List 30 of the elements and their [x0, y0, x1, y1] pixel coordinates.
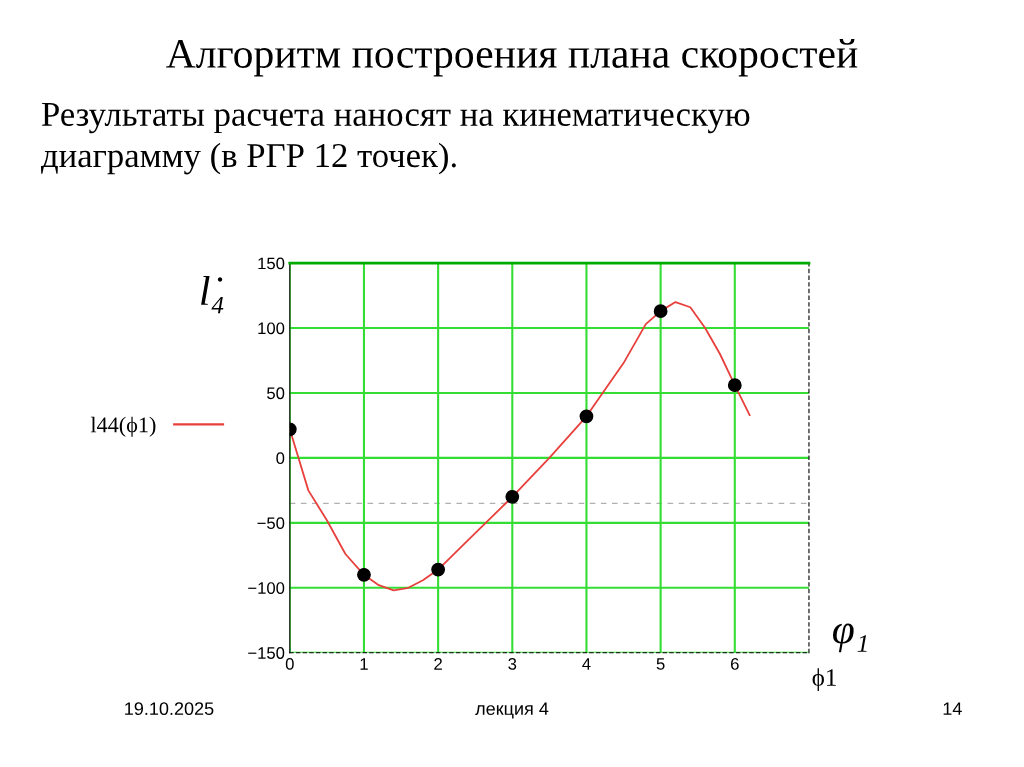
x-tick-label: 4	[582, 658, 591, 670]
y-tick-label: 150	[258, 257, 285, 270]
x-tick-label: 2	[434, 658, 442, 670]
point	[727, 378, 742, 393]
text: 14	[943, 702, 962, 715]
y-tick-label: 100	[258, 322, 285, 335]
y-tick-label: −50	[257, 517, 285, 530]
x-tick-label: 6	[731, 658, 739, 670]
chart-title: Алгоритм построения плана скоростей	[166, 39, 858, 77]
text: лекция 4	[475, 702, 549, 719]
line-series	[289, 301, 751, 592]
y-axis-title: l̇₄	[201, 275, 224, 314]
point	[653, 304, 668, 319]
x-tick-label: 5	[656, 658, 665, 670]
point	[579, 409, 594, 424]
y-tick-label: 50	[267, 387, 285, 400]
text: φ₁	[832, 623, 867, 653]
point	[431, 562, 446, 577]
y-tick-label: 0	[276, 452, 285, 465]
x-axis-title: ϕ1	[812, 668, 836, 691]
chart-subtitle: Результаты расчета наносят на кинематическую диаграмму (в РГР 12 точек).	[40, 102, 750, 175]
legend-label: l44(ϕ1)	[90, 416, 156, 437]
x-tick-label: 0	[285, 658, 294, 670]
x-tick-label: 1	[360, 658, 368, 670]
point	[505, 489, 520, 504]
text: 19.10.2025	[125, 702, 214, 716]
x-tick-label: 3	[508, 658, 517, 670]
y-tick-label: −150	[248, 647, 285, 659]
point	[357, 567, 371, 582]
y-tick-label: −100	[248, 582, 285, 594]
